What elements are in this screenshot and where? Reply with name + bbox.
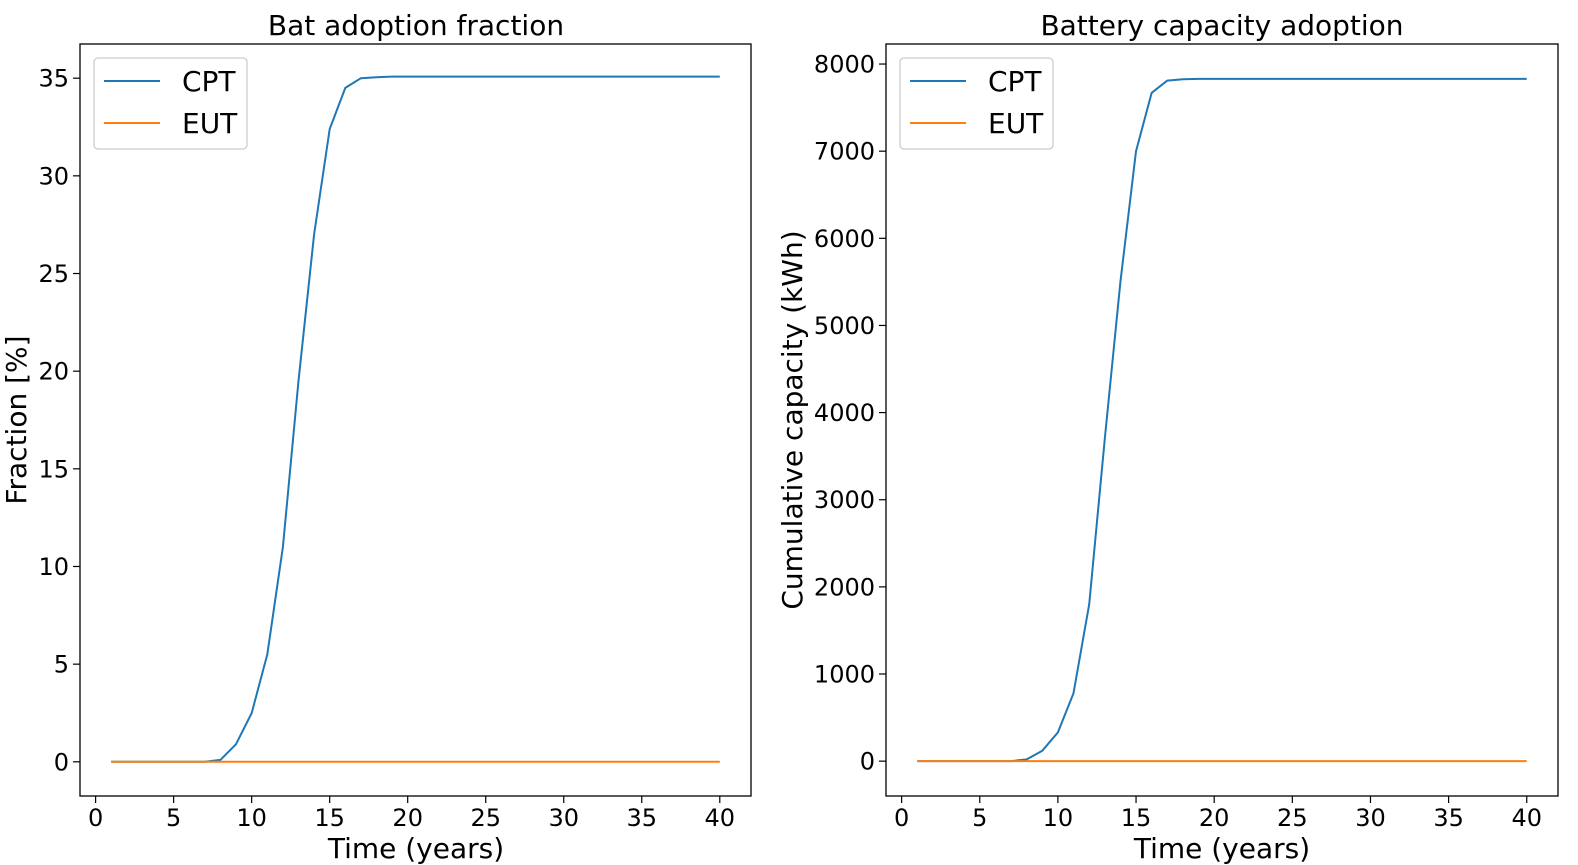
- plot-area: [917, 77, 1527, 763]
- x-tick-label: 30: [548, 804, 579, 832]
- y-tick-label: 3000: [814, 486, 875, 514]
- legend: CPT EUT: [899, 57, 1054, 150]
- y-tick-label: 4000: [814, 399, 875, 427]
- legend-label-eut: EUT: [988, 107, 1044, 140]
- series-line-cpt: [111, 75, 720, 763]
- y-axis-label: Fraction [%]: [0, 335, 33, 504]
- x-tick-label: 10: [1043, 804, 1074, 832]
- x-tick-label: 40: [1511, 804, 1542, 832]
- y-tick-label: 10: [38, 553, 69, 581]
- y-tick-label: 20: [38, 358, 69, 386]
- plot-area: [111, 75, 720, 763]
- x-tick-label: 25: [470, 804, 501, 832]
- x-tick-label: 0: [894, 804, 909, 832]
- x-tick-label: 15: [314, 804, 345, 832]
- series-line-cpt: [917, 77, 1527, 763]
- x-tick-label: 0: [88, 804, 103, 832]
- y-tick-label: 35: [38, 65, 69, 93]
- x-tick-label: 10: [236, 804, 267, 832]
- plot-frame: [79, 43, 752, 797]
- plot-frame: [885, 43, 1559, 797]
- y-tick-label: 7000: [814, 138, 875, 166]
- x-tick-label: 35: [626, 804, 657, 832]
- x-tick-label: 40: [705, 804, 736, 832]
- legend-label-cpt: CPT: [988, 65, 1042, 98]
- x-tick-label: 35: [1433, 804, 1464, 832]
- x-tick-label: 15: [1121, 804, 1152, 832]
- legend-label-eut: EUT: [182, 107, 238, 140]
- chart-title: Bat adoption fraction: [268, 9, 564, 42]
- y-tick-label: 25: [38, 260, 69, 288]
- x-tick-label: 25: [1277, 804, 1308, 832]
- y-tick-label: 0: [54, 748, 69, 776]
- tick-layer: 0 5 10 15 20 25 30 35 40 0 5 10 15 20 25 30 35: [38, 65, 735, 832]
- y-tick-label: 5: [54, 651, 69, 679]
- x-axis-label: Time (years): [327, 832, 504, 865]
- legend: CPT EUT: [93, 57, 248, 150]
- x-tick-label: 5: [166, 804, 181, 832]
- legend-label-cpt: CPT: [182, 65, 236, 98]
- x-tick-label: 20: [1199, 804, 1230, 832]
- y-tick-label: 1000: [814, 661, 875, 689]
- chart-battery-capacity-adoption: Battery capacity adoption Cumulative cap…: [776, 9, 1559, 865]
- y-tick-label: 2000: [814, 573, 875, 601]
- y-tick-label: 30: [38, 162, 69, 190]
- chart-title: Battery capacity adoption: [1040, 9, 1403, 42]
- x-tick-label: 20: [392, 804, 423, 832]
- y-tick-label: 6000: [814, 225, 875, 253]
- x-tick-label: 30: [1355, 804, 1386, 832]
- y-tick-label: 15: [38, 455, 69, 483]
- y-axis-label: Cumulative capacity (kWh): [776, 230, 809, 609]
- x-axis-label: Time (years): [1133, 832, 1310, 865]
- y-tick-label: 5000: [814, 312, 875, 340]
- tick-layer: 0 5 10 15 20 25 30 35 40 0 1000 2000 3000 4000 5000 600…: [814, 51, 1542, 832]
- chart-bat-adoption-fraction: Bat adoption fraction Fraction [%] Time …: [0, 9, 752, 865]
- y-tick-label: 8000: [814, 51, 875, 79]
- x-tick-label: 5: [972, 804, 987, 832]
- y-tick-label: 0: [860, 748, 875, 776]
